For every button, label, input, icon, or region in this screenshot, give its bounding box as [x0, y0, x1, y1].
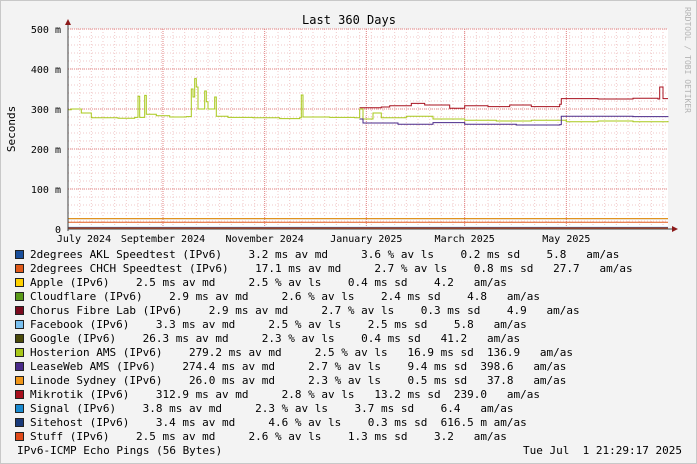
legend-label: Chorus Fibre Lab (IPv6) 2.9 ms av md 2.7…: [30, 304, 580, 317]
chart-title: Last 360 Days: [302, 13, 396, 27]
x-tick-label: July 2024: [57, 234, 111, 245]
plot-background: [68, 29, 668, 229]
legend-swatch: [15, 432, 24, 441]
x-tick-label: May 2025: [542, 234, 590, 245]
axes: [65, 19, 678, 232]
y-tick-label: 100 m: [31, 185, 61, 196]
series-layer: [68, 78, 669, 229]
legend-label: Google (IPv6) 26.3 ms av md 2.3 % av ls …: [30, 332, 521, 345]
legend-swatch: [15, 362, 24, 371]
legend-swatch: [15, 334, 24, 343]
legend-swatch: [15, 418, 24, 427]
legend-swatch: [15, 320, 24, 329]
legend-label: Apple (IPv6) 2.5 ms av md 2.5 % av ls 0.…: [30, 276, 507, 289]
y-tick-label: 500 m: [31, 25, 61, 36]
y-axis-label: Seconds: [5, 106, 18, 152]
y-axis-arrow: [65, 19, 71, 25]
legend-swatch: [15, 390, 24, 399]
legend-label: Cloudflare (IPv6) 2.9 ms av md 2.6 % av …: [30, 290, 540, 303]
legend-swatch: [15, 250, 24, 259]
legend-swatch: [15, 278, 24, 287]
legend-swatch: [15, 404, 24, 413]
legend-label: 2degrees CHCH Speedtest (IPv6) 17.1 ms a…: [30, 262, 633, 275]
legend-label: Hosterion AMS (IPv6) 279.2 ms av md 2.5 …: [30, 346, 574, 359]
y-tick-label: 400 m: [31, 65, 61, 76]
legend-label: Sitehost (IPv6) 3.4 ms av md 4.6 % av ls…: [30, 416, 527, 429]
legend-swatch: [15, 264, 24, 273]
x-tick-label: March 2025: [435, 234, 495, 245]
legend-label: Signal (IPv6) 3.8 ms av md 2.3 % av ls 3…: [30, 402, 514, 415]
x-tick-label: November 2024: [226, 234, 304, 245]
legend-label: Mikrotik (IPv6) 312.9 ms av md 2.8 % av …: [30, 388, 540, 401]
y-tick-label: 300 m: [31, 105, 61, 116]
series-line: [359, 115, 669, 126]
legend-swatch: [15, 292, 24, 301]
x-tick-labels: July 2024 September 2024 November 2024 Janu…: [57, 234, 591, 245]
legend-swatch: [15, 348, 24, 357]
x-axis-arrow: [672, 226, 678, 232]
legend-label: LeaseWeb AMS (IPv6) 274.4 ms av md 2.7 %…: [30, 360, 567, 373]
series-line: [359, 86, 668, 109]
footer-timestamp: Tue Jul 1 21:29:17 2025: [523, 444, 682, 457]
y-tick-labels: 0 100 m 200 m 300 m 400 m 500 m: [31, 25, 61, 236]
legend-swatch: [15, 306, 24, 315]
footer-description: IPv6-ICMP Echo Pings (56 Bytes): [17, 444, 223, 457]
y-tick-label: 200 m: [31, 145, 61, 156]
legend-label: Linode Sydney (IPv6) 26.0 ms av md 2.3 %…: [30, 374, 567, 387]
chart-canvas: 0 100 m 200 m 300 m 400 m 500 m July 2024 Sept…: [5, 7, 692, 245]
x-tick-label: September 2024: [121, 234, 205, 245]
legend-label: Stuff (IPv6) 2.5 ms av md 2.6 % av ls 1.…: [30, 430, 507, 443]
legend-label: 2degrees AKL Speedtest (IPv6) 3.2 ms av …: [30, 248, 620, 261]
rrdtool-watermark: RRDTOOL / TOBI OETIKER: [683, 7, 692, 113]
legend-swatch: [15, 376, 24, 385]
series-line: [68, 78, 669, 123]
x-tick-label: January 2025: [330, 234, 402, 245]
legend-label: Facebook (IPv6) 3.3 ms av md 2.5 % av ls…: [30, 318, 527, 331]
y-tick-label: 0: [55, 225, 61, 236]
